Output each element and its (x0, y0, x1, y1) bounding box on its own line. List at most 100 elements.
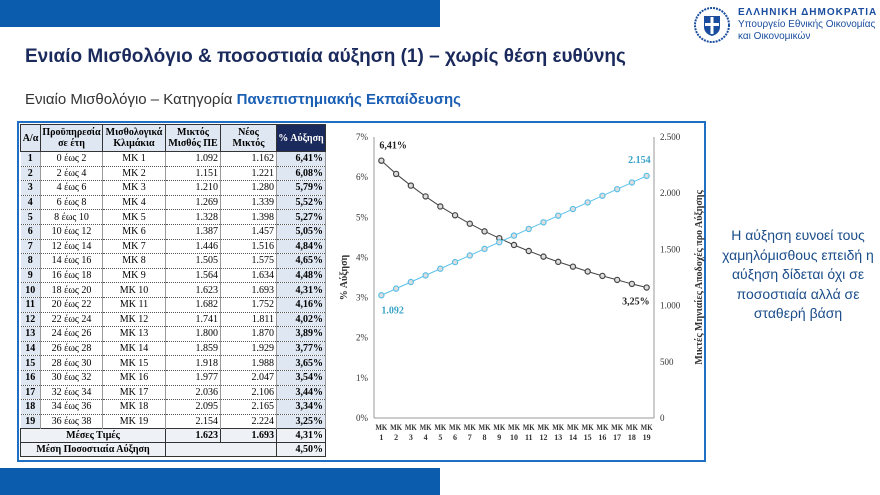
table-cell: 4 (20, 195, 41, 211)
x-tick-label: ΜΚ (582, 423, 595, 432)
x-tick-label: 7 (468, 433, 472, 442)
x-tick-label: 13 (554, 433, 562, 442)
table-cell: 8 έως 10 (40, 209, 103, 225)
table-cell: 13 (20, 326, 41, 342)
table-cell: ΜΚ 9 (102, 268, 166, 284)
data-point (569, 205, 577, 213)
table-cell: 9 (20, 268, 41, 284)
table-cell: 1.339 (220, 195, 277, 211)
table-cell: ΜΚ 8 (102, 253, 166, 269)
table-row: 10 18 έως 20 ΜΚ 10 1.623 1.693 4,31% (20, 282, 326, 298)
column-header: Νέος Μικτός (220, 124, 277, 152)
column-header: Α/α (20, 124, 41, 152)
series-line (381, 160, 647, 289)
x-tick-label: ΜΚ (493, 423, 506, 432)
average-pct-row: Μέση Ποσοστιαία Αύξηση 4,50% (20, 442, 326, 458)
summary-cell (165, 442, 277, 458)
y-tick-label: 7% (356, 132, 369, 142)
data-point (628, 179, 636, 186)
table-cell: 1.988 (220, 355, 277, 371)
data-point (378, 157, 385, 164)
data-point (643, 284, 650, 291)
summary-cell: 1.623 (165, 428, 221, 444)
table-cell: 1.092 (165, 151, 221, 167)
data-point (510, 232, 518, 239)
table-cell: 17 (20, 385, 41, 401)
subtitle-category: Πανεπιστημιακής Εκπαίδευσης (236, 91, 461, 108)
data-point (451, 212, 459, 219)
data-point (378, 292, 385, 299)
table-cell: 2 (20, 166, 41, 182)
table-cell: ΜΚ 5 (102, 209, 166, 225)
table-cell: 26 έως 28 (40, 341, 103, 357)
table-cell: ΜΚ 18 (102, 399, 166, 415)
x-tick-label: ΜΚ (375, 423, 388, 432)
table-cell: 1.870 (220, 326, 277, 342)
table-cell: 1.918 (165, 355, 221, 371)
data-point (613, 185, 621, 193)
side-note: Η αύξηση ευνοεί τους χαμηλόμισθους επειδ… (722, 227, 874, 321)
table-cell: 30 έως 32 (40, 370, 103, 386)
x-tick-label: ΜΚ (449, 423, 462, 432)
subtitle-prefix: Ενιαίο Μισθολόγιο – Κατηγορία (25, 91, 237, 108)
table-cell: 2.165 (220, 399, 277, 415)
data-point (392, 170, 400, 178)
table-cell: 2.036 (165, 385, 221, 401)
table-cell: 1.800 (165, 326, 221, 342)
x-tick-label: ΜΚ (420, 423, 433, 432)
table-cell: 34 έως 36 (40, 399, 103, 415)
data-point (628, 280, 636, 288)
data-point (584, 268, 591, 275)
x-tick-label: 14 (569, 433, 577, 442)
table-cell: 5 (20, 209, 41, 225)
table-cell: ΜΚ 15 (102, 355, 166, 371)
y2-tick-label: 1.000 (660, 301, 681, 311)
x-tick-label: 5 (438, 433, 442, 442)
y-tick-label: 2% (356, 333, 369, 343)
x-tick-label: 12 (539, 433, 547, 442)
x-tick-label: ΜΚ (567, 423, 580, 432)
data-point (613, 276, 621, 284)
summary-cell: Μέση Ποσοστιαία Αύξηση (20, 442, 166, 458)
table-cell: 1.457 (220, 224, 277, 240)
summary-cell: 1.693 (220, 428, 277, 444)
salary-table: Α/α Προϋπηρεσία σε έτη Μισθολογικά Κλιμάκι… (20, 124, 326, 458)
table-cell: 32 έως 34 (40, 385, 103, 401)
table-cell: ΜΚ 7 (102, 239, 166, 255)
table-cell: 24 έως 26 (40, 326, 103, 342)
ministry-logo: ΕΛΛΗΝΙΚΗ ΔΗΜΟΚΡΑΤΙΑ Υπουργείο Εθνικής Οικ… (693, 6, 877, 44)
y2-tick-label: 0 (660, 413, 665, 423)
table-row: 8 14 έως 16 ΜΚ 8 1.505 1.575 4,65% (20, 253, 326, 269)
x-tick-label: 16 (598, 433, 606, 442)
y-tick-label: 0% (356, 413, 369, 423)
table-cell: 8 (20, 253, 41, 269)
x-tick-label: 3 (409, 433, 413, 442)
table-cell: 1.741 (165, 312, 221, 328)
table-cell: 1.151 (165, 166, 221, 182)
table-cell: 10 (20, 282, 41, 298)
table-cell: ΜΚ 1 (102, 151, 166, 167)
table-row: 17 32 έως 34 ΜΚ 17 2.036 2.106 3,44% (20, 385, 326, 401)
y-tick-label: 4% (356, 252, 369, 262)
data-point (555, 212, 562, 219)
table-cell: 1.398 (220, 209, 277, 225)
table-cell: 6,08% (276, 166, 326, 182)
table-cell: 5,05% (276, 224, 326, 240)
x-tick-label: ΜΚ (434, 423, 447, 432)
table-row: 11 20 έως 22 ΜΚ 11 1.682 1.752 4,16% (20, 297, 326, 313)
table-cell: 1.162 (220, 151, 277, 167)
table-cell: 1.752 (220, 297, 277, 313)
summary-cell: 4,50% (276, 442, 326, 458)
data-point (437, 203, 444, 210)
table-cell: 1.269 (165, 195, 221, 211)
annotation-last-salary: 2.154 (628, 155, 651, 166)
column-header: Μικτός Μισθός ΠΕ (165, 124, 221, 152)
data-point (584, 199, 591, 206)
table-cell: 36 έως 38 (40, 414, 103, 430)
table-cell: ΜΚ 11 (102, 297, 166, 313)
table-cell: 14 (20, 341, 41, 357)
column-header: Μισθολογικά Κλιμάκια (102, 124, 166, 152)
table-cell: ΜΚ 14 (102, 341, 166, 357)
x-tick-label: 9 (497, 433, 501, 442)
